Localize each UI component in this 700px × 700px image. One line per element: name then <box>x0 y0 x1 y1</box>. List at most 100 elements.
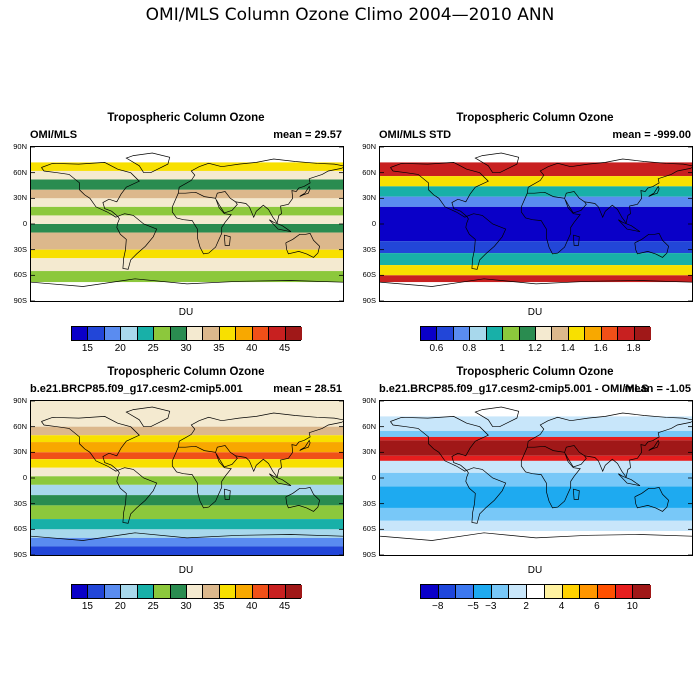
field-band <box>31 401 343 427</box>
coastline <box>299 185 311 197</box>
field-band <box>31 232 343 250</box>
field-band <box>380 460 692 473</box>
field-band <box>380 531 692 537</box>
coastline <box>235 167 343 224</box>
y-tick-label: 30N <box>362 193 376 203</box>
colorbar-label: 45 <box>279 343 291 354</box>
colorbar-unit: DU <box>527 307 543 318</box>
colorbar-swatch <box>269 585 286 598</box>
coastline <box>215 191 238 214</box>
heatmap-field <box>31 147 343 301</box>
colorbar-swatch <box>552 327 569 340</box>
y-tick-label: 90N <box>13 142 27 151</box>
colorbar-swatch <box>438 585 457 598</box>
colorbar-swatch <box>170 327 187 340</box>
field-band <box>31 162 343 171</box>
coastline <box>634 233 669 258</box>
coastline <box>564 445 587 468</box>
coastline <box>380 532 692 541</box>
coastline <box>648 439 660 451</box>
y-tick-label: 60N <box>362 167 376 177</box>
colorbar-label: 0.6 <box>429 343 444 354</box>
coastline <box>564 191 587 214</box>
colorbar <box>420 326 651 341</box>
coastline <box>526 412 692 448</box>
colorbar-swatch <box>285 327 302 340</box>
coastline <box>520 191 581 255</box>
coastline <box>41 416 140 472</box>
colorbar-swatch <box>474 585 492 598</box>
colorbar-swatch <box>170 585 187 598</box>
colorbar-swatch <box>121 585 138 598</box>
panel-title: Tropospheric Column Ozone <box>456 366 614 378</box>
coastline <box>125 406 171 428</box>
colorbar-swatch <box>568 327 586 340</box>
colorbar-label: 20 <box>114 343 126 354</box>
panel-mean-label: mean = 29.57 <box>273 129 342 141</box>
y-tick-label: 90S <box>13 296 27 305</box>
y-tick-label: 0 <box>22 473 27 482</box>
field-band <box>31 271 343 283</box>
field-band <box>380 472 692 487</box>
coastline <box>390 162 489 218</box>
y-tick-label: 60S <box>13 270 27 280</box>
colorbar-label: −8 <box>431 601 444 612</box>
colorbar-label: 35 <box>213 343 225 354</box>
field-band <box>31 459 343 468</box>
field-band <box>31 484 343 496</box>
field-band <box>31 179 343 190</box>
coastline <box>31 532 343 541</box>
field-band <box>380 430 692 437</box>
colorbar-label: −3 <box>485 601 497 612</box>
colorbar-swatch <box>618 327 635 340</box>
field-band <box>31 147 343 163</box>
colorbar-unit: DU <box>178 565 194 576</box>
field-band <box>31 537 343 547</box>
map-plot <box>30 400 344 556</box>
coastline <box>116 213 158 270</box>
field-band <box>31 505 343 520</box>
colorbar <box>420 584 651 599</box>
field-band <box>380 265 692 276</box>
colorbar-swatch <box>509 585 528 598</box>
colorbar-swatch <box>285 585 302 598</box>
panel-mean-label: mean = 28.51 <box>273 383 342 395</box>
coastline <box>584 421 692 478</box>
colorbar-swatch <box>88 585 105 598</box>
field-band <box>31 170 343 180</box>
y-tick-label: 0 <box>371 473 376 482</box>
field-band <box>31 426 343 436</box>
field-band <box>380 536 692 555</box>
field-band <box>31 258 343 272</box>
y-tick-label: 60S <box>13 524 27 534</box>
figure-title: OMI/MLS Column Ozone Climo 2004—2010 ANN <box>145 5 555 25</box>
coastline <box>572 234 580 246</box>
colorbar-swatch <box>72 585 89 598</box>
field-band <box>380 206 692 242</box>
colorbar-swatch <box>104 327 122 340</box>
colorbar-swatch <box>121 327 138 340</box>
colorbar-label: 30 <box>180 343 192 354</box>
colorbar-swatch <box>453 327 471 340</box>
colorbar-label: 1.6 <box>593 343 608 354</box>
colorbar-swatch <box>154 585 171 598</box>
colorbar-label: 15 <box>81 601 93 612</box>
colorbar-label: 30 <box>180 601 192 612</box>
coastline <box>380 278 692 287</box>
map-plot <box>379 146 693 302</box>
y-tick-label: 90S <box>362 296 376 305</box>
colorbar-swatch <box>88 327 105 340</box>
colorbar-swatch <box>634 327 651 340</box>
coastline <box>648 185 660 197</box>
field-band <box>380 253 692 266</box>
colorbar-swatch <box>236 327 253 340</box>
field-band <box>380 507 692 521</box>
colorbar-label: 25 <box>147 601 159 612</box>
colorbar-swatch <box>527 585 545 598</box>
coastline <box>223 488 231 500</box>
field-band <box>31 198 343 207</box>
panel-mean-label: mean = -999.00 <box>612 129 691 141</box>
colorbar-swatch <box>137 585 155 598</box>
colorbar-label: 15 <box>81 343 93 354</box>
field-band <box>31 546 343 555</box>
